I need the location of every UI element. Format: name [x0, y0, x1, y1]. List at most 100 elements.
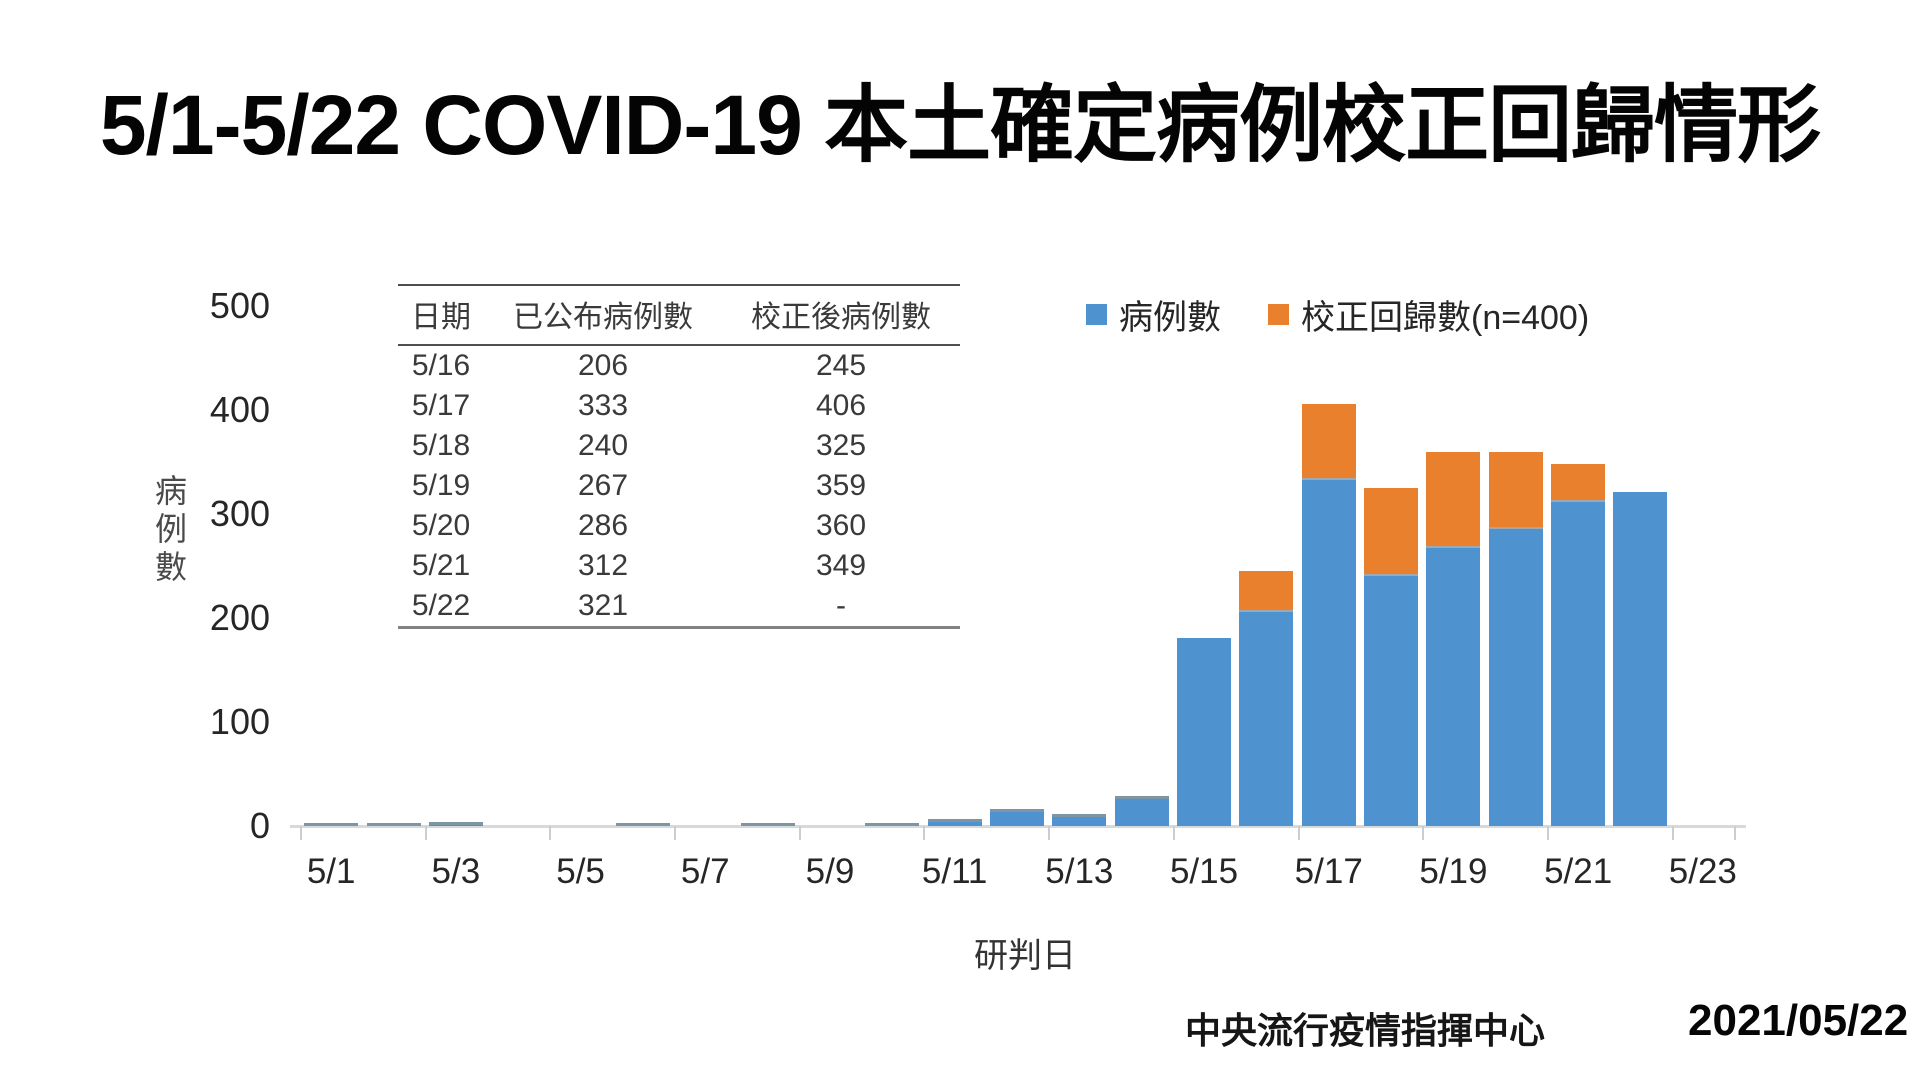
footer-organization: 中央流行疫情指揮中心	[1185, 1010, 1546, 1051]
x-axis-tick	[674, 826, 677, 840]
x-tick-label: 5/7	[680, 852, 730, 891]
bar-segment-cases-5/20	[1488, 529, 1543, 826]
x-tick-label: 5/21	[1544, 852, 1613, 891]
bar-segment-cases-5/8	[740, 823, 795, 826]
x-tick-label: 5/17	[1294, 852, 1363, 891]
bar-segment-cases-5/12	[990, 809, 1044, 826]
inset-table-head: 日期 已公布病例數 校正後病例數	[398, 285, 960, 345]
bar-segment-cases-5/21	[1551, 502, 1606, 826]
y-tick-label: 200	[209, 597, 270, 638]
footer-date: 2021/05/22	[1688, 996, 1909, 1045]
y-tick-label: 300	[209, 493, 270, 534]
table-header-cell: 校正後病例數	[751, 301, 931, 334]
table-cell: 5/16	[411, 349, 471, 382]
x-tick-label: 5/11	[921, 852, 988, 891]
table-cell: 5/20	[411, 509, 471, 542]
table-cell: 240	[578, 429, 629, 462]
x-tick-label: 5/9	[805, 852, 855, 891]
y-tick-label: 0	[249, 805, 270, 846]
table-cell: 359	[815, 469, 867, 502]
x-tick-label: 5/15	[1169, 852, 1239, 891]
x-tick-label: 5/13	[1045, 852, 1114, 891]
y-tick-label: 400	[209, 389, 270, 430]
table-cell: 321	[578, 589, 629, 622]
x-axis-tick	[424, 826, 427, 840]
x-axis-tick	[1297, 826, 1300, 840]
x-tick-label: 5/5	[556, 852, 605, 891]
table-cell: 206	[578, 349, 629, 382]
legend-swatch-cases	[1086, 304, 1107, 325]
table-row: 5/20 286 360	[398, 506, 960, 546]
inset-table: 日期 已公布病例數 校正後病例數 5/16 206 245 5/17 333 406 5/18 2…	[398, 284, 960, 629]
x-tick-label: 5/3	[431, 852, 481, 891]
table-header-cell: 已公布病例數	[513, 301, 694, 334]
bar-segment-cases-5/3	[428, 822, 483, 826]
table-cell: 5/21	[411, 549, 471, 582]
table-cell: 5/17	[411, 389, 471, 422]
table-cell: 312	[578, 549, 629, 582]
x-axis-tick	[549, 826, 552, 840]
x-axis-tick	[1734, 826, 1736, 840]
bar-segment-cases-5/6	[615, 823, 670, 826]
legend-swatch-backfill	[1268, 304, 1289, 325]
bar-segment-cases-5/19	[1426, 548, 1481, 826]
table-cell: 333	[578, 389, 629, 422]
table-row: 5/22 321 -	[398, 586, 960, 628]
x-axis-tick	[1546, 826, 1549, 840]
x-axis-tick	[1172, 826, 1175, 840]
bar-segment-cases-5/18	[1364, 576, 1419, 826]
bar-segment-backfill-5/20	[1488, 452, 1543, 529]
x-axis-tick	[798, 826, 801, 840]
x-axis-tick	[923, 826, 926, 840]
page-title: 5/1-5/22 COVID-19 本土確定病例校正回歸情形	[99, 78, 1821, 172]
x-tick-label: 5/19	[1419, 852, 1488, 891]
table-row: 5/21 312 349	[398, 546, 960, 586]
y-tick-label: 100	[209, 701, 270, 742]
bar-segment-cases-5/14	[1114, 796, 1169, 826]
bar-segment-cases-5/11	[927, 819, 982, 826]
plot-area	[290, 306, 1746, 828]
y-tick-label: 500	[209, 285, 270, 326]
table-header-row: 日期 已公布病例數 校正後病例數	[398, 285, 960, 345]
table-cell: -	[836, 589, 846, 622]
x-axis-tick	[1671, 826, 1674, 840]
bar-segment-cases-5/13	[1052, 814, 1107, 826]
x-axis-tick	[1048, 826, 1051, 840]
table-row: 5/18 240 325	[398, 426, 960, 466]
table-cell: 286	[578, 509, 629, 542]
legend-label: 校正回歸數(n=400)	[1301, 299, 1590, 337]
table-row: 5/17 333 406	[398, 386, 960, 426]
y-axis-title: 病例數	[151, 474, 187, 588]
table-cell: 5/22	[411, 589, 471, 622]
legend-label: 病例數	[1119, 299, 1221, 337]
table-cell: 325	[815, 429, 867, 462]
table-row: 5/16 206 245	[398, 345, 960, 386]
x-axis-title: 研判日	[974, 937, 1076, 975]
table-cell: 245	[815, 349, 867, 382]
bar-segment-cases-5/22	[1613, 492, 1668, 826]
bar-segment-cases-5/1	[304, 823, 359, 826]
x-tick-label: 5/1	[306, 852, 356, 891]
bar-segment-cases-5/2	[366, 823, 421, 826]
inset-table-body: 5/16 206 245 5/17 333 406 5/18 240 325 5/19 267 359…	[398, 345, 960, 628]
x-axis-tick	[1422, 826, 1425, 840]
x-tick-label: 5/23	[1668, 852, 1737, 891]
legend-item: 校正回歸數(n=400)	[1268, 290, 1589, 339]
bar-segment-cases-5/16	[1239, 612, 1294, 826]
table-row: 5/19 267 359	[398, 466, 960, 506]
table-cell: 406	[815, 389, 867, 422]
table-header-cell: 日期	[411, 301, 472, 334]
x-axis-line	[290, 825, 1746, 828]
bar-segment-cases-5/15	[1177, 638, 1232, 826]
table-cell: 5/19	[411, 469, 471, 502]
table-cell: 360	[815, 509, 867, 542]
table-cell: 349	[815, 549, 867, 582]
legend-item: 病例數	[1086, 290, 1221, 339]
bar-segment-backfill-5/21	[1551, 464, 1606, 502]
bar-segment-backfill-5/16	[1239, 571, 1294, 612]
bar-segment-cases-5/17	[1301, 480, 1356, 826]
bar-segment-backfill-5/18	[1364, 488, 1419, 576]
x-axis-tick	[300, 826, 302, 840]
table-cell: 267	[578, 469, 629, 502]
